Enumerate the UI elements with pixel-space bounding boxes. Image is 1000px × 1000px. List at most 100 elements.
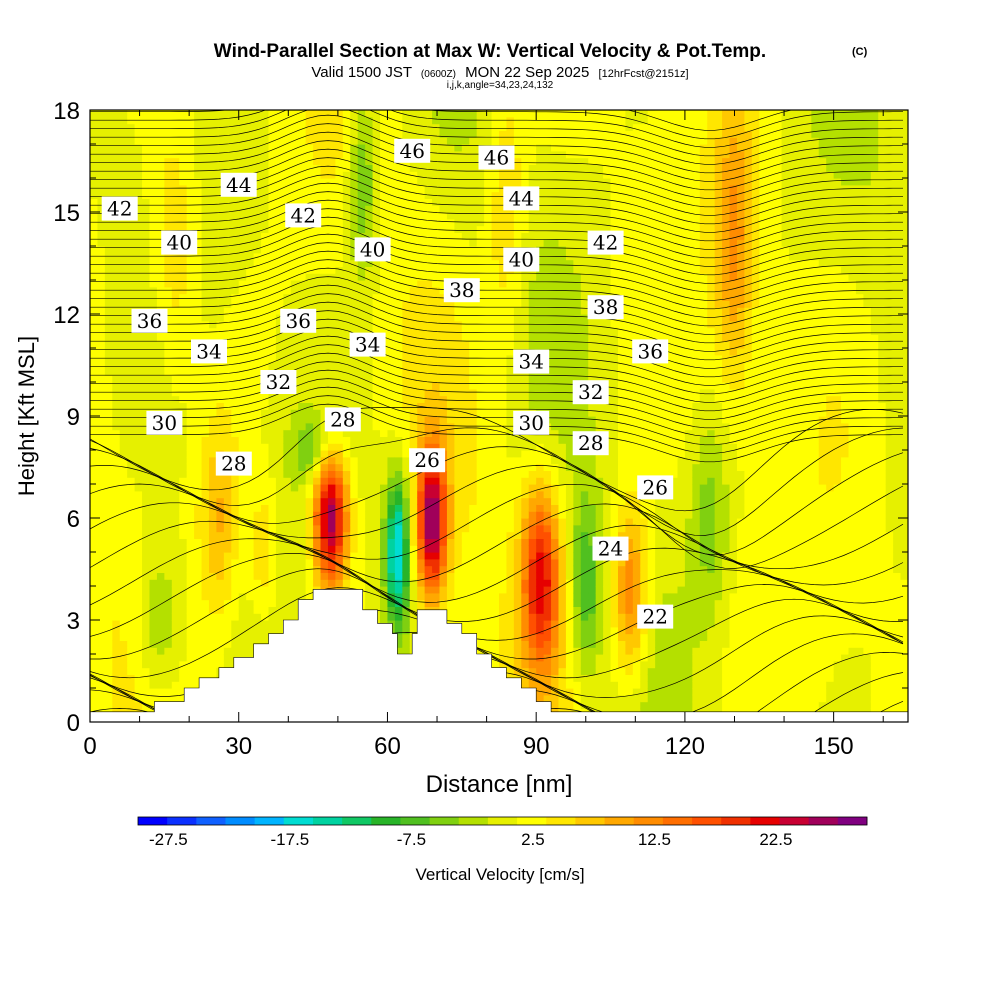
velocity-cell	[246, 620, 255, 628]
velocity-cell	[313, 286, 322, 295]
velocity-cell	[216, 626, 225, 635]
velocity-cell	[417, 409, 426, 417]
velocity-cell	[201, 477, 210, 485]
velocity-cell	[491, 477, 500, 485]
velocity-cell	[342, 239, 351, 247]
velocity-cell	[402, 579, 411, 587]
velocity-cell	[491, 538, 500, 546]
velocity-cell	[275, 558, 284, 567]
velocity-cell	[261, 599, 270, 607]
velocity-cell	[119, 429, 128, 437]
velocity-cell	[476, 286, 485, 295]
velocity-cell	[469, 212, 478, 220]
velocity-cell	[246, 273, 255, 281]
velocity-cell	[223, 252, 232, 261]
velocity-cell	[432, 545, 441, 553]
velocity-cell	[298, 341, 307, 349]
velocity-cell	[127, 647, 136, 655]
velocity-cell	[394, 388, 403, 397]
velocity-cell	[97, 137, 106, 145]
velocity-cell	[208, 416, 218, 424]
velocity-cell	[238, 327, 247, 335]
velocity-cell	[134, 477, 143, 485]
velocity-cell	[439, 511, 448, 519]
velocity-cell	[469, 225, 478, 233]
velocity-cell	[112, 375, 121, 383]
velocity-cell	[268, 613, 277, 621]
velocity-cell	[461, 463, 470, 471]
velocity-cell	[454, 354, 463, 363]
velocity-cell	[142, 477, 151, 485]
velocity-cell	[372, 552, 381, 560]
velocity-cell	[491, 463, 500, 471]
velocity-cell	[201, 130, 210, 138]
velocity-cell	[156, 198, 165, 206]
velocity-cell	[164, 647, 173, 655]
velocity-cell	[446, 402, 455, 410]
velocity-cell	[402, 484, 411, 492]
velocity-cell	[119, 552, 128, 560]
velocity-cell	[268, 218, 277, 227]
velocity-cell	[231, 110, 240, 118]
velocity-cell	[104, 586, 113, 594]
velocity-cell	[432, 531, 441, 539]
velocity-cell	[335, 191, 344, 199]
velocity-cell	[357, 116, 366, 125]
velocity-cell	[394, 422, 403, 431]
velocity-cell	[104, 300, 113, 308]
velocity-cell	[261, 334, 270, 342]
velocity-cell	[409, 334, 418, 342]
velocity-cell	[424, 531, 433, 539]
velocity-cell	[320, 450, 329, 458]
velocity-cell	[246, 137, 255, 145]
velocity-cell	[156, 137, 165, 145]
velocity-cell	[380, 123, 389, 131]
velocity-cell	[186, 586, 195, 594]
velocity-cell	[357, 198, 366, 206]
velocity-cell	[179, 334, 188, 342]
velocity-cell	[432, 137, 441, 145]
velocity-cell	[454, 205, 463, 213]
velocity-cell	[372, 327, 381, 335]
velocity-cell	[432, 368, 441, 376]
velocity-cell	[90, 327, 99, 335]
velocity-cell	[223, 225, 232, 233]
velocity-cell	[342, 198, 351, 206]
velocity-cell	[208, 422, 218, 431]
velocity-cell	[231, 218, 240, 227]
velocity-cell	[261, 354, 270, 363]
velocity-cell	[275, 232, 284, 240]
velocity-cell	[484, 524, 493, 533]
velocity-cell	[394, 592, 403, 601]
velocity-cell	[246, 388, 255, 397]
velocity-cell	[231, 429, 240, 437]
velocity-cell	[246, 266, 255, 274]
velocity-cell	[417, 334, 426, 342]
velocity-cell	[424, 545, 433, 553]
velocity-cell	[246, 259, 255, 267]
velocity-cell	[283, 150, 292, 159]
velocity-cell	[216, 477, 225, 485]
velocity-cell	[409, 436, 418, 444]
velocity-cell	[380, 450, 389, 458]
velocity-cell	[201, 524, 210, 533]
velocity-cell	[283, 259, 292, 267]
velocity-cell	[484, 402, 493, 410]
velocity-cell	[171, 341, 180, 349]
velocity-cell	[350, 144, 359, 152]
velocity-cell	[305, 368, 314, 376]
velocity-cell	[432, 150, 441, 159]
velocity-cell	[194, 280, 203, 288]
velocity-cell	[253, 348, 262, 356]
velocity-cell	[461, 205, 470, 213]
velocity-cell	[216, 130, 225, 138]
velocity-cell	[446, 212, 455, 220]
velocity-cell	[164, 157, 173, 165]
velocity-cell	[380, 592, 389, 601]
velocity-cell	[394, 606, 403, 614]
velocity-cell	[112, 171, 121, 179]
velocity-cell	[461, 450, 470, 458]
velocity-cell	[409, 402, 418, 410]
velocity-cell	[208, 586, 218, 594]
velocity-cell	[476, 538, 485, 546]
